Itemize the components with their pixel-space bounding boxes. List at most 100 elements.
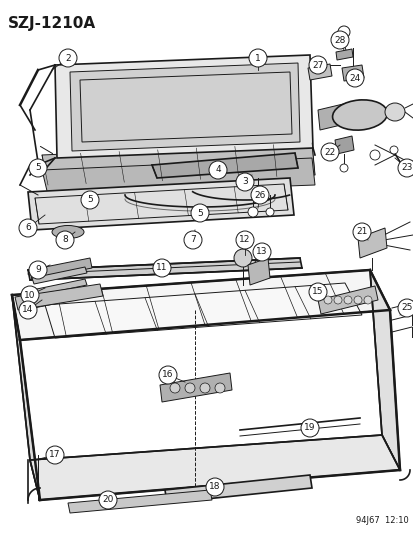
Circle shape [389,146,397,154]
Text: 13: 13 [256,247,267,256]
Text: 1: 1 [254,53,260,62]
Circle shape [233,249,252,267]
Circle shape [209,161,226,179]
Text: 14: 14 [22,305,33,314]
Circle shape [308,56,326,74]
Circle shape [19,301,37,319]
Circle shape [266,208,273,216]
Circle shape [363,296,371,304]
Circle shape [206,478,223,496]
Polygon shape [357,228,386,258]
Polygon shape [247,258,269,285]
Polygon shape [32,291,87,308]
Text: 11: 11 [156,263,167,272]
Circle shape [29,261,47,279]
Circle shape [153,259,171,277]
Circle shape [159,366,177,384]
Polygon shape [45,283,361,338]
Text: 26: 26 [254,190,265,199]
Circle shape [214,383,224,393]
Polygon shape [70,63,299,151]
Circle shape [337,26,349,38]
Text: 24: 24 [349,74,360,83]
Circle shape [59,49,77,67]
Text: 19: 19 [304,424,315,432]
Text: 2: 2 [65,53,71,62]
Text: 20: 20 [102,496,114,505]
Circle shape [29,159,47,177]
Circle shape [56,231,74,249]
Circle shape [397,159,413,177]
Text: 5: 5 [197,208,202,217]
Text: 27: 27 [311,61,323,69]
Circle shape [320,143,338,161]
Text: 4: 4 [215,166,220,174]
Circle shape [323,296,331,304]
Polygon shape [165,475,311,503]
Circle shape [330,31,348,49]
Text: 8: 8 [62,236,68,245]
Polygon shape [335,49,352,60]
Circle shape [343,296,351,304]
Circle shape [99,491,117,509]
Text: 6: 6 [25,223,31,232]
Circle shape [248,49,266,67]
Polygon shape [12,270,389,340]
Text: 94J67  12:10: 94J67 12:10 [356,516,408,525]
Text: 17: 17 [49,450,61,459]
Polygon shape [369,270,399,470]
Circle shape [352,223,370,241]
Text: 23: 23 [400,164,412,173]
Polygon shape [317,286,377,314]
Circle shape [345,69,363,87]
Circle shape [250,186,268,204]
Polygon shape [12,295,40,500]
Ellipse shape [384,103,404,121]
Circle shape [300,419,318,437]
Circle shape [199,383,209,393]
Text: 5: 5 [35,164,41,173]
Polygon shape [30,258,92,280]
Circle shape [397,299,413,317]
Text: 16: 16 [162,370,173,379]
Text: 18: 18 [209,482,220,491]
Polygon shape [55,55,312,158]
Text: 9: 9 [35,265,41,274]
Polygon shape [159,373,231,402]
Circle shape [353,296,361,304]
Circle shape [333,296,341,304]
Text: 3: 3 [242,177,247,187]
Polygon shape [307,64,331,80]
Text: 25: 25 [400,303,412,312]
Circle shape [339,164,347,172]
Polygon shape [334,136,353,154]
Text: 22: 22 [324,148,335,157]
Circle shape [21,286,39,304]
Polygon shape [42,158,314,195]
Circle shape [247,207,257,217]
Circle shape [19,219,37,237]
Polygon shape [317,100,361,130]
Circle shape [308,283,326,301]
Polygon shape [32,267,87,284]
Polygon shape [30,435,399,500]
Text: 5: 5 [87,196,93,205]
Circle shape [46,446,64,464]
Polygon shape [28,178,293,230]
Polygon shape [15,284,103,310]
Text: 28: 28 [334,36,345,44]
Polygon shape [152,153,297,178]
Circle shape [183,231,202,249]
Polygon shape [68,490,211,513]
Polygon shape [42,143,314,185]
Text: 10: 10 [24,290,36,300]
Circle shape [81,191,99,209]
Circle shape [369,150,379,160]
Circle shape [235,173,254,191]
Circle shape [235,231,254,249]
Polygon shape [341,65,363,81]
Circle shape [170,383,180,393]
Text: 7: 7 [190,236,195,245]
Text: 15: 15 [311,287,323,296]
Text: SZJ-1210A: SZJ-1210A [8,16,96,31]
